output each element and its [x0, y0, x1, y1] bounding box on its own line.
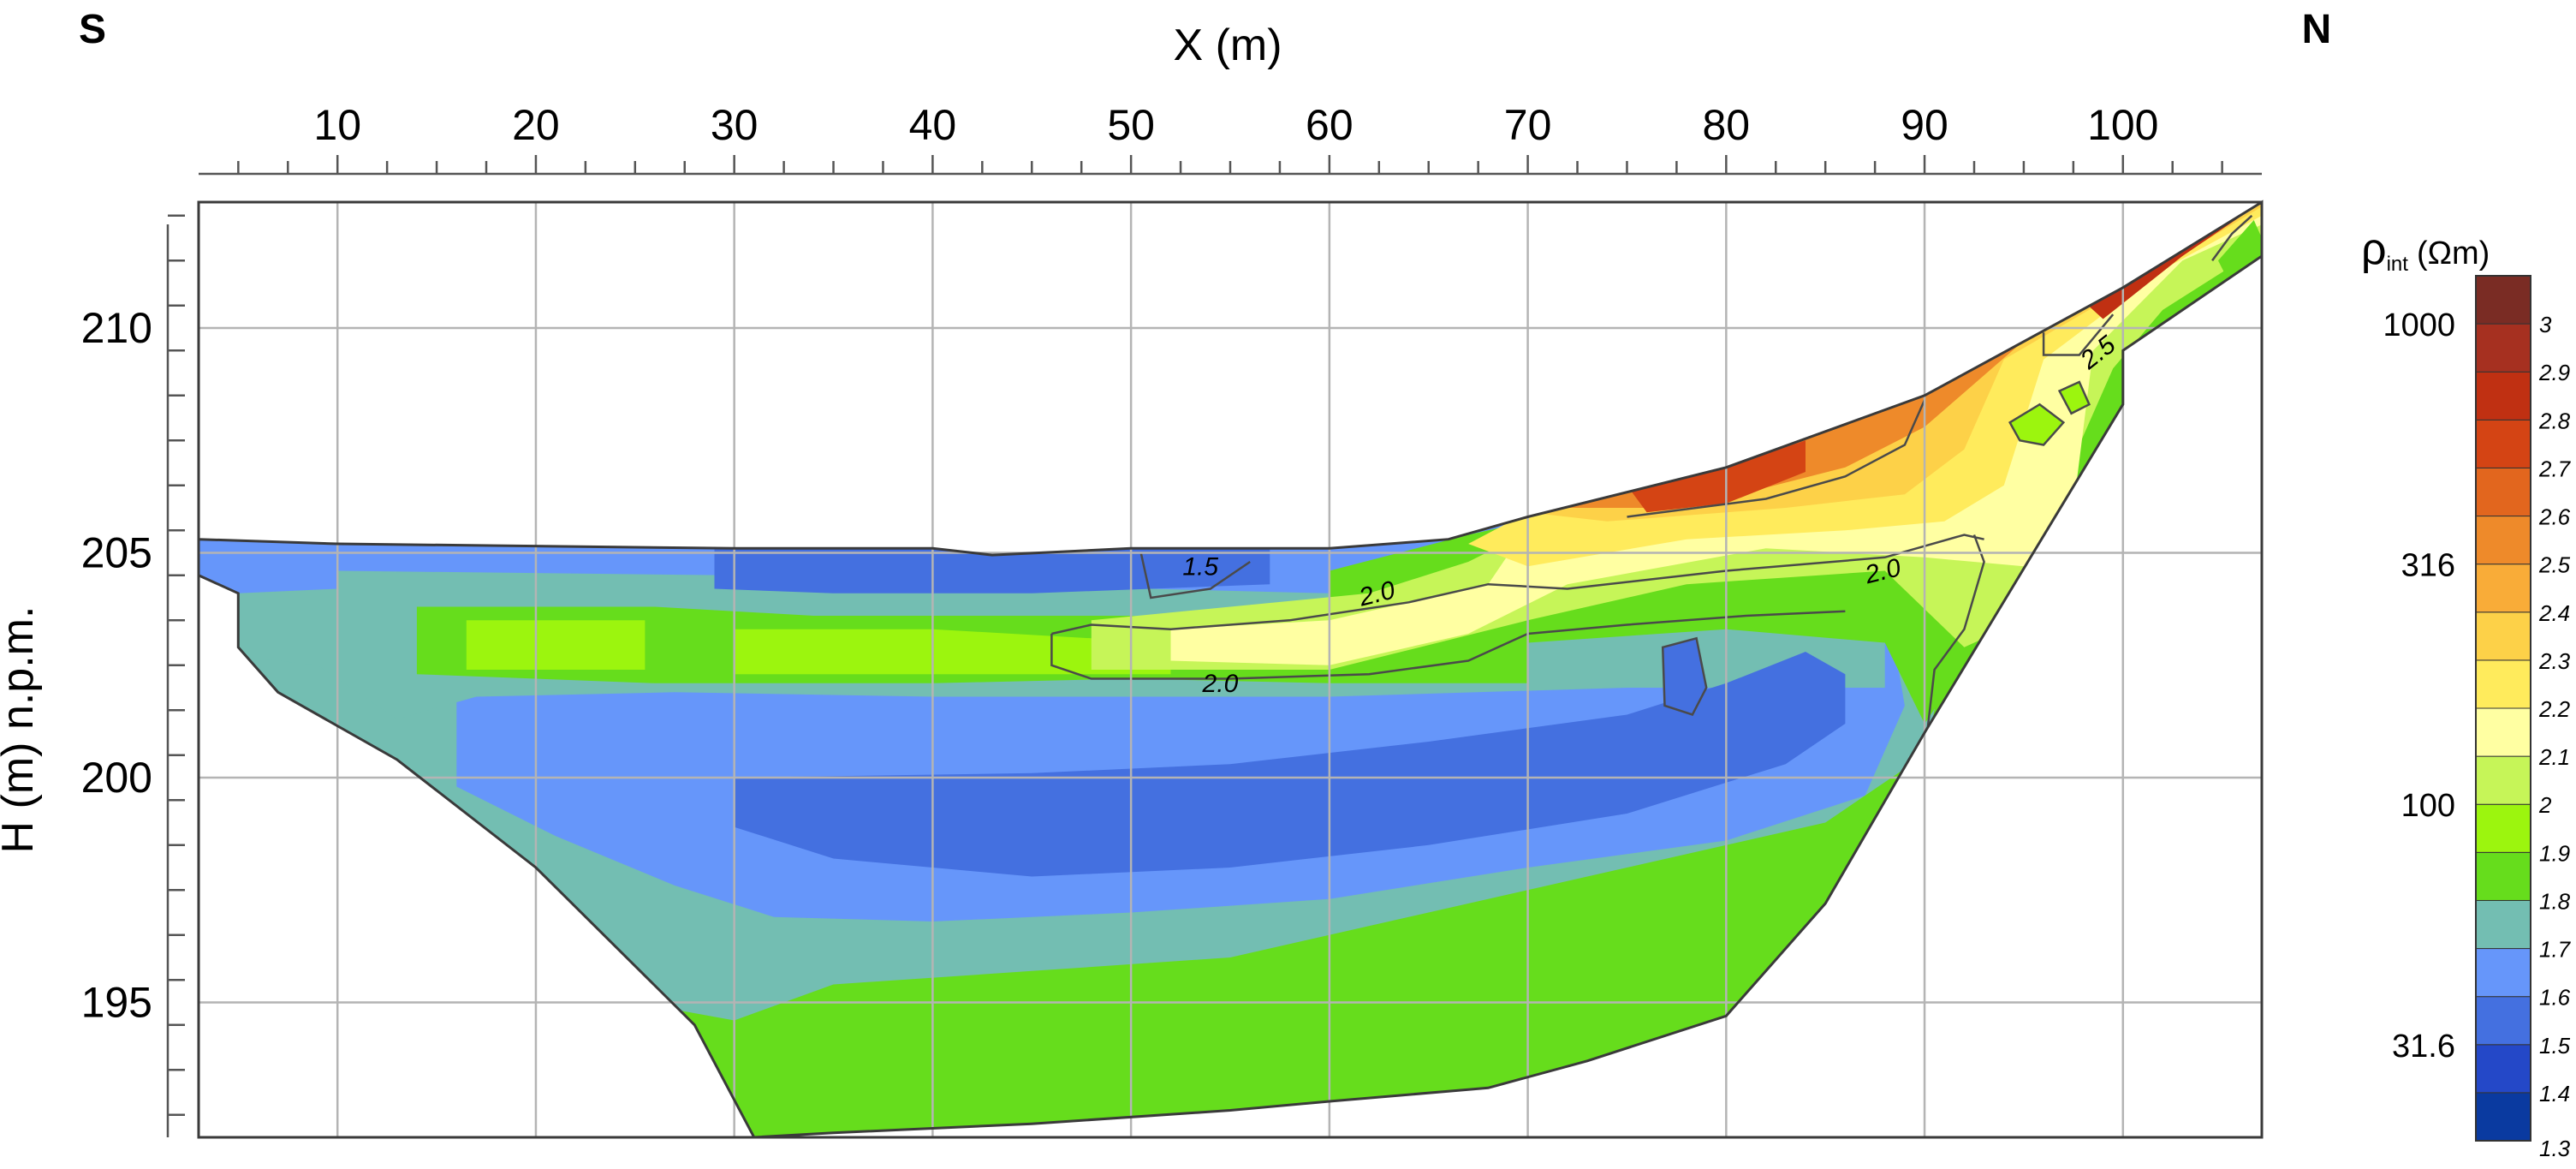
contour-label: 2.0 — [1202, 670, 1239, 698]
colorbar-value: 3 — [2539, 312, 2552, 337]
contour-line-6 — [2211, 214, 2253, 262]
x-tick-label: 90 — [1901, 101, 1948, 149]
x-tick-label: 80 — [1703, 101, 1751, 149]
x-tick-label: 100 — [2087, 101, 2158, 149]
corner-label-north: N — [2302, 7, 2332, 52]
colorbar-value: 2.6 — [2538, 504, 2571, 530]
colorbar-value: 2.1 — [2538, 744, 2570, 770]
colorbar-swatch — [2475, 707, 2531, 757]
contour-loop-spot-2 — [2057, 380, 2091, 415]
colorbar-swatch — [2475, 851, 2531, 901]
colorbar-swatch — [2475, 1092, 2531, 1142]
contour-line-1 — [1051, 534, 1984, 635]
resistivity-fill — [199, 202, 2262, 1137]
section-outline — [197, 200, 2264, 1139]
x-tick-label: 30 — [711, 101, 759, 149]
zone-green-strip — [2218, 220, 2262, 292]
x-tick-label: 50 — [1107, 101, 1155, 149]
zone-cream — [1170, 202, 2262, 665]
colorbar-value: 2.3 — [2538, 648, 2571, 674]
contour-label: 1.5 — [1182, 552, 1218, 581]
contour-line-7 — [1139, 552, 1251, 599]
y-tick-label: 200 — [81, 754, 152, 802]
zone-lime-left — [466, 620, 645, 670]
colorbar-swatch — [2475, 564, 2531, 613]
zone-blue-dark-core — [1663, 638, 1707, 715]
colorbar-swatch — [2475, 275, 2531, 325]
colorbar-swatch — [2475, 1044, 2531, 1094]
zone-orange-dark — [1627, 440, 1806, 513]
zone-blue-dark-bottom — [734, 652, 1846, 877]
corner-label-south: S — [79, 7, 106, 52]
colorbar-resistivity-label: 31.6 — [2392, 1029, 2455, 1065]
x-tick-label: 70 — [1504, 101, 1552, 149]
zone-blue-dark-left — [199, 534, 338, 593]
zone-lime-mid — [734, 629, 1171, 675]
x-tick-label: 20 — [512, 101, 560, 149]
x-tick-label: 60 — [1306, 101, 1353, 149]
y-tick-label: 195 — [81, 979, 152, 1027]
colorbar-swatch — [2475, 611, 2531, 661]
y-axis-title: H (m) n.p.m. — [0, 606, 43, 854]
contour-loop-core — [1661, 636, 1708, 717]
colorbar-frame — [2475, 275, 2531, 1142]
colorbar-value: 1.9 — [2539, 840, 2570, 866]
colorbar-value: 2.2 — [2538, 696, 2571, 722]
colorbar-swatch — [2475, 467, 2531, 517]
colorbar-value: 1.4 — [2539, 1081, 2570, 1106]
colorbar-value: 1.3 — [2539, 1136, 2571, 1161]
colorbar: ρint (Ωm) 1.3 1.4 1.5 1.6 1.7 1.8 1.9 2 2.1 2.2 2.3… — [2361, 224, 2572, 1161]
colorbar-swatch — [2475, 755, 2531, 805]
colorbar-value: 1.5 — [2539, 1033, 2571, 1059]
colorbar-swatch — [2475, 996, 2531, 1046]
x-tick-label: 10 — [313, 101, 361, 149]
contour-line-2 — [1050, 610, 1846, 680]
x-tick-label: 40 — [909, 101, 957, 149]
x-axis-title: X (m) — [1173, 21, 1282, 70]
colorbar-value: 1.7 — [2539, 937, 2572, 963]
colorbar-resistivity-label: 1000 — [2383, 307, 2455, 343]
colorbar-value: 2.5 — [2538, 552, 2571, 578]
colorbar-value: 2.4 — [2538, 600, 2570, 626]
colorbar-swatch — [2475, 803, 2531, 853]
plot-frame — [197, 200, 2264, 1139]
colorbar-swatch — [2475, 899, 2531, 950]
colorbar-title: ρint (Ωm) — [2361, 224, 2490, 276]
colorbar-value: 1.6 — [2539, 985, 2571, 1011]
x-axis: 10 20 30 40 50 60 70 80 90 100 — [199, 101, 2262, 176]
colorbar-value: 2.9 — [2538, 360, 2570, 385]
contour-loop-spot-1 — [2008, 403, 2066, 446]
zone-gold — [1527, 202, 2262, 522]
colorbar-swatch — [2475, 948, 2531, 998]
y-axis: 210 205 200 195 — [81, 214, 185, 1137]
colorbar-swatch — [2475, 323, 2531, 373]
colorbar-swatch — [2475, 516, 2531, 565]
contour-line-4 — [1627, 399, 1926, 518]
grid-lines — [199, 202, 2262, 1137]
colorbar-value: 2 — [2538, 792, 2552, 818]
colorbar-value: 2.7 — [2538, 456, 2572, 481]
colorbar-swatch — [2475, 419, 2531, 468]
colorbar-resistivity-label: 316 — [2401, 548, 2455, 584]
colorbar-swatch — [2475, 371, 2531, 420]
y-tick-label: 205 — [81, 529, 152, 577]
colorbar-value: 2.8 — [2538, 408, 2571, 433]
contour-line-5 — [2042, 313, 2115, 356]
colorbar-swatch — [2475, 659, 2531, 709]
colorbar-resistivity-label: 100 — [2401, 788, 2455, 824]
colorbar-value: 1.8 — [2539, 888, 2571, 914]
y-tick-label: 210 — [81, 304, 152, 352]
